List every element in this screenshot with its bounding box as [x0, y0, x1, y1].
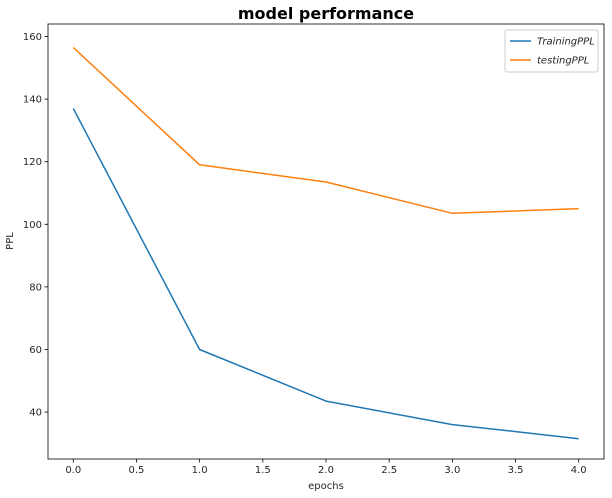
x-tick-label: 2.5 [381, 465, 397, 476]
x-tick-label: 1.5 [255, 465, 271, 476]
x-tick-label: 4.0 [571, 465, 587, 476]
series-lines [72, 46, 579, 440]
x-axis: 0.0 0.5 1.0 1.5 2.0 2.5 3.0 3.5 4.0 [65, 459, 587, 476]
legend-entry-label: TrainingPPL [537, 37, 595, 48]
y-tick-label: 40 [29, 408, 42, 419]
y-tick-label: 140 [23, 95, 42, 106]
series-line-TrainingPPL [72, 108, 579, 440]
x-tick-label: 3.0 [444, 465, 460, 476]
x-tick-label: 2.0 [318, 465, 334, 476]
x-tick-label: 0.5 [129, 465, 145, 476]
series-line-testingPPL [72, 46, 579, 215]
y-tick-label: 100 [23, 220, 42, 231]
plot-area [47, 23, 605, 460]
y-tick-label: 60 [29, 345, 42, 356]
y-axis-label: PPL [5, 232, 16, 250]
y-tick-label: 120 [23, 157, 42, 168]
y-axis: 40 60 80 100 120 140 160 [23, 32, 48, 419]
x-tick-label: 1.0 [192, 465, 208, 476]
x-tick-label: 3.5 [508, 465, 524, 476]
x-tick-label: 0.0 [65, 465, 81, 476]
legend: TrainingPPL testingPPL [504, 29, 599, 73]
legend-entry-label: testingPPL [537, 56, 589, 67]
y-tick-label: 80 [29, 282, 42, 293]
x-axis-label: epochs [308, 481, 344, 492]
y-tick-label: 160 [23, 32, 42, 43]
chart-title: model performance [238, 4, 414, 23]
